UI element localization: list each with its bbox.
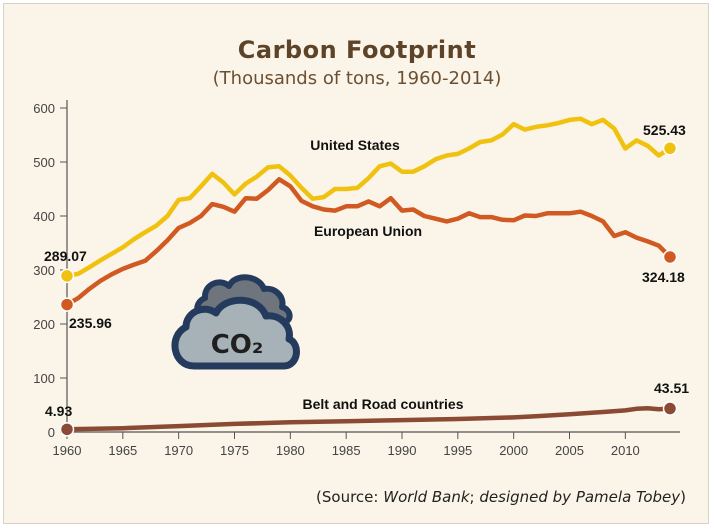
x-tick-label: 1985 [332,443,361,458]
chart-subtitle: (Thousands of tons, 1960-2014) [212,68,502,89]
chart-card: Carbon Footprint (Thousands of tons, 196… [3,3,709,524]
series-end-point [662,401,678,416]
y-tick-label: 500 [33,155,55,170]
x-tick-label: 1960 [53,443,82,458]
y-tick-label: 300 [33,263,55,278]
series-start-point [59,297,75,312]
y-tick-label: 0 [48,425,55,440]
x-tick-label: 2010 [611,443,640,458]
series-name-label: Belt and Road countries [302,396,463,412]
series-line [64,405,673,432]
x-tick-label: 1980 [276,443,305,458]
series-start-point [59,268,75,284]
series-line [64,177,673,307]
series-line [64,116,673,279]
series-name-label: United States [310,137,400,153]
chart-title: Carbon Footprint [237,36,477,64]
cloud-front-shape [171,296,300,370]
y-tick-label: 400 [33,209,55,224]
series-name-label: European Union [314,223,422,239]
co2-icon-text: CO₂ [211,330,264,360]
source-prefix: (Source: [316,488,384,506]
x-tick-label: 2005 [555,443,584,458]
source-note: (Source: World Bank; designed by Pamela … [316,488,686,506]
series-start-value-label: 289.07 [44,248,87,264]
x-tick-label: 1990 [388,443,417,458]
x-tick-label: 1975 [220,443,249,458]
x-tick-label: 1970 [164,443,193,458]
source-separator: ; [469,488,480,506]
y-tick-label: 600 [33,101,55,116]
series-end-point [662,141,678,156]
series-end-value-label: 324.18 [642,269,685,285]
source-credit: designed by Pamela Tobey [479,488,681,506]
series-end-point [662,249,678,265]
source-org: World Bank [383,488,470,506]
y-tick-label: 200 [33,317,55,332]
co2-cloud-icon: CO₂ [171,274,300,370]
series-start-value-label: 235.96 [69,315,112,331]
x-tick-label: 1965 [108,443,137,458]
series-start-point [59,422,75,437]
series-end-value-label: 43.51 [654,380,689,396]
y-tick-label: 100 [33,371,55,386]
x-tick-label: 1995 [443,443,472,458]
x-tick-label: 2000 [499,443,528,458]
series-end-value-label: 525.43 [643,122,686,138]
source-suffix: ) [680,488,686,506]
series-start-value-label: 4.93 [45,403,72,419]
